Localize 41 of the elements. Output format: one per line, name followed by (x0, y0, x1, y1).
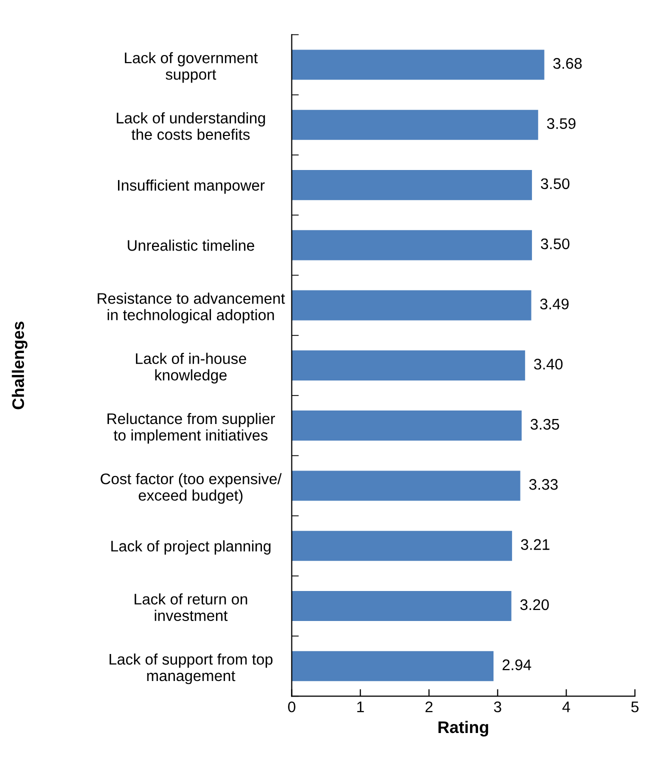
bar (292, 230, 532, 260)
data-label: 3.40 (534, 358, 563, 370)
y-tick-label: Cost factor (too expensive/ exceed budget) (100, 473, 282, 504)
data-label: 3.35 (530, 418, 560, 430)
data-label: 3.33 (529, 479, 558, 490)
bar (292, 170, 532, 200)
data-label: 3.49 (540, 298, 569, 310)
data-label: 2.94 (502, 659, 532, 670)
bar (292, 410, 522, 441)
bar (292, 50, 544, 80)
y-tick-label: Lack of in-house knowledge (136, 352, 246, 384)
y-tick-label: Lack of project planning (111, 540, 270, 555)
y-tick-label: Unrealistic timeline (128, 240, 254, 251)
y-tick-label: Lack of understanding the costs benefits (116, 112, 265, 140)
bar (292, 590, 512, 622)
y-tick-label: Lack of support from top management (110, 653, 272, 684)
y-tick-label: Insufficient manpower (118, 180, 265, 194)
data-label: 3.50 (540, 178, 570, 190)
y-tick-label: Reluctance from supplier to implement initiatives (108, 412, 276, 444)
bar (292, 530, 512, 561)
y-tick-label: Lack of return on investment (134, 593, 248, 622)
data-label: 3.59 (547, 118, 576, 130)
x-axis-title: Rating (438, 720, 488, 736)
x-tick-label: 4 (562, 702, 570, 712)
y-tick-label: Lack of government support (124, 52, 258, 83)
data-label: 3.20 (520, 599, 549, 610)
x-tick-label: 0 (288, 701, 296, 712)
data-label: 3.68 (553, 58, 582, 69)
y-tick-label: Resistance to advancement in technological adoption (98, 292, 285, 324)
data-label: 3.50 (540, 238, 570, 250)
bar (292, 651, 494, 682)
bar (292, 290, 532, 320)
bar (292, 350, 526, 380)
x-tick-label: 2 (426, 701, 432, 712)
bar (292, 110, 538, 140)
x-tick-label: 1 (357, 702, 364, 712)
x-tick-label: 3 (494, 701, 502, 712)
x-tick-label: 5 (631, 702, 639, 712)
bar (292, 470, 520, 501)
y-axis-title: Challenges (12, 322, 28, 410)
data-label: 3.21 (520, 539, 550, 550)
